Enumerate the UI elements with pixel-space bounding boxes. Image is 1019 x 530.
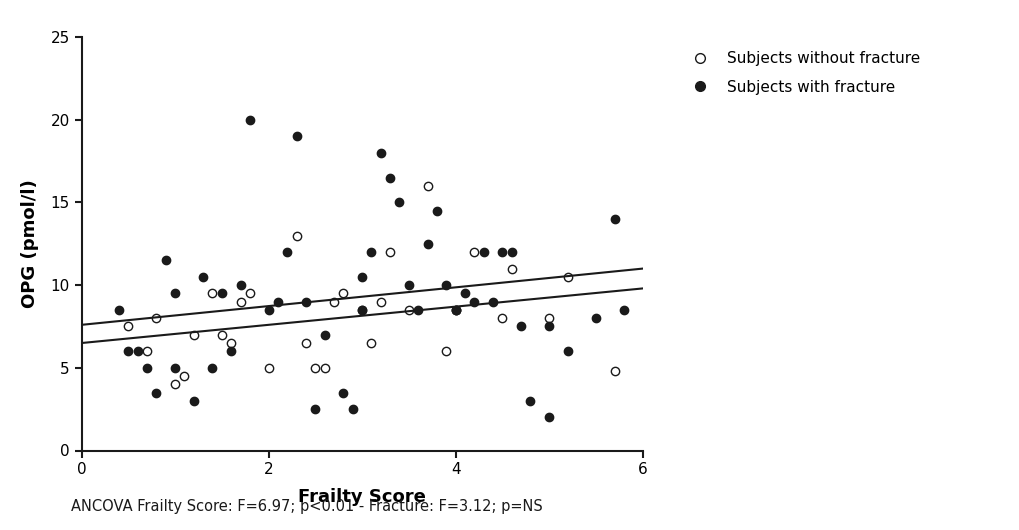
- Point: [288, 231, 305, 240]
- Point: [466, 248, 482, 257]
- Point: [279, 248, 296, 257]
- Point: [148, 314, 164, 322]
- Point: [354, 272, 370, 281]
- Point: [298, 339, 314, 347]
- Point: [503, 248, 520, 257]
- Point: [466, 297, 482, 306]
- Point: [232, 297, 249, 306]
- Point: [391, 198, 408, 207]
- Point: [457, 289, 473, 298]
- Point: [335, 388, 352, 397]
- Point: [372, 148, 388, 157]
- Point: [503, 264, 520, 273]
- Point: [167, 364, 183, 372]
- Point: [148, 388, 164, 397]
- Point: [185, 396, 202, 405]
- Point: [223, 347, 239, 356]
- Point: [493, 314, 510, 322]
- Point: [438, 281, 454, 289]
- Point: [559, 272, 576, 281]
- Point: [167, 289, 183, 298]
- Point: [242, 289, 258, 298]
- Point: [540, 314, 556, 322]
- Point: [120, 347, 137, 356]
- Point: [213, 331, 229, 339]
- Point: [344, 405, 361, 413]
- Point: [260, 306, 276, 314]
- Point: [316, 331, 332, 339]
- Point: [307, 364, 323, 372]
- Point: [298, 297, 314, 306]
- Point: [372, 297, 388, 306]
- Point: [587, 314, 603, 322]
- Point: [559, 347, 576, 356]
- Point: [242, 116, 258, 124]
- Point: [223, 339, 239, 347]
- Point: [204, 289, 220, 298]
- Point: [326, 297, 342, 306]
- Point: [605, 215, 622, 223]
- Legend: Subjects without fracture, Subjects with fracture: Subjects without fracture, Subjects with…: [678, 45, 925, 101]
- Point: [363, 248, 379, 257]
- Point: [410, 306, 426, 314]
- Point: [129, 347, 146, 356]
- Point: [493, 248, 510, 257]
- Point: [522, 396, 538, 405]
- Point: [139, 347, 155, 356]
- Text: ANCOVA Frailty Score: F=6.97; p<0.01 - Fracture: F=3.12; p=NS: ANCOVA Frailty Score: F=6.97; p<0.01 - F…: [71, 499, 543, 514]
- Point: [381, 248, 397, 257]
- Point: [176, 372, 193, 381]
- Point: [213, 289, 229, 298]
- Point: [513, 322, 529, 331]
- Point: [232, 281, 249, 289]
- Point: [540, 413, 556, 422]
- Point: [447, 306, 464, 314]
- Y-axis label: OPG (pmol/l): OPG (pmol/l): [21, 180, 40, 308]
- Point: [204, 364, 220, 372]
- Point: [363, 339, 379, 347]
- Point: [419, 182, 435, 190]
- Point: [185, 331, 202, 339]
- Point: [157, 256, 173, 264]
- Point: [615, 306, 632, 314]
- Point: [400, 306, 417, 314]
- Point: [475, 248, 491, 257]
- Point: [428, 207, 444, 215]
- Point: [400, 281, 417, 289]
- Point: [139, 364, 155, 372]
- Point: [120, 322, 137, 331]
- Point: [111, 306, 127, 314]
- Point: [260, 364, 276, 372]
- Point: [269, 297, 285, 306]
- Point: [540, 322, 556, 331]
- Point: [447, 306, 464, 314]
- Point: [484, 297, 500, 306]
- Point: [288, 132, 305, 140]
- Point: [605, 367, 622, 375]
- Point: [354, 306, 370, 314]
- Point: [316, 364, 332, 372]
- X-axis label: Frailty Score: Frailty Score: [298, 489, 426, 507]
- Point: [354, 306, 370, 314]
- Point: [335, 289, 352, 298]
- Point: [195, 272, 211, 281]
- Point: [438, 347, 454, 356]
- Point: [419, 240, 435, 248]
- Point: [167, 380, 183, 388]
- Point: [307, 405, 323, 413]
- Point: [381, 173, 397, 182]
- Point: [447, 306, 464, 314]
